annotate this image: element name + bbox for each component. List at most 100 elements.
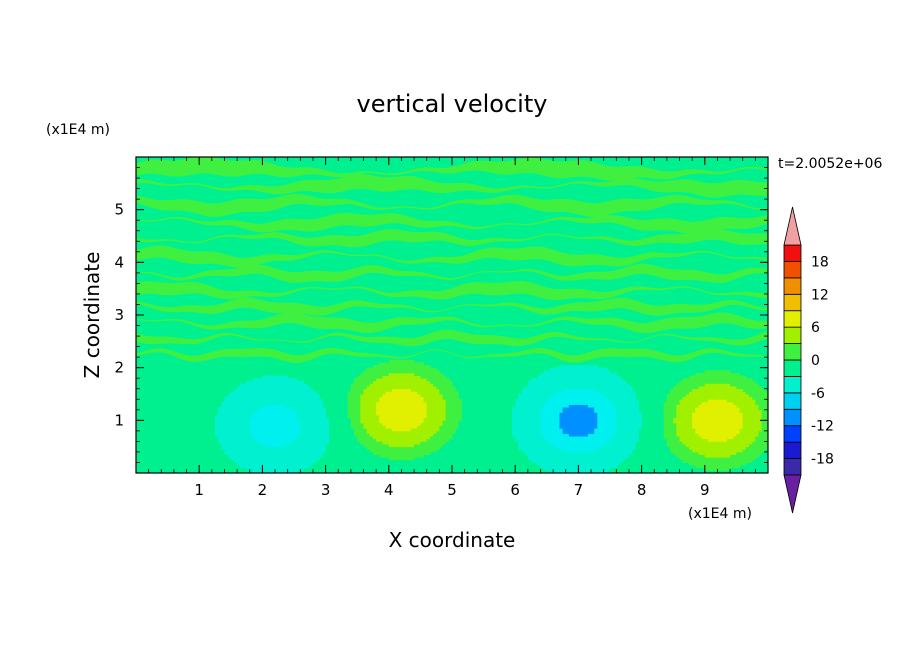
field-cell xyxy=(224,404,229,408)
field-cell xyxy=(271,404,276,408)
field-cell xyxy=(723,417,728,421)
field-cell xyxy=(306,457,311,461)
field-cell xyxy=(275,465,279,469)
field-cell xyxy=(628,446,633,450)
field-cell xyxy=(695,388,699,392)
field-cell xyxy=(616,388,620,392)
field-cell xyxy=(426,425,431,429)
field-cell xyxy=(268,465,273,469)
field-cell xyxy=(695,441,699,445)
field-cell xyxy=(452,422,456,426)
field-cell xyxy=(385,372,390,376)
field-cell xyxy=(531,399,535,403)
field-cell xyxy=(685,451,690,455)
field-cell xyxy=(610,396,614,400)
field-cell xyxy=(398,365,402,369)
field-cell xyxy=(287,412,292,416)
field-cell xyxy=(720,428,725,432)
field-cell xyxy=(704,428,709,432)
field-cell xyxy=(240,441,244,445)
field-cell xyxy=(436,417,440,421)
field-cell xyxy=(701,386,706,390)
field-cell xyxy=(704,386,709,390)
field-cell xyxy=(360,422,364,426)
field-cell xyxy=(625,449,630,453)
field-cell xyxy=(319,420,323,424)
field-cell xyxy=(597,422,601,426)
field-cell xyxy=(249,417,254,421)
field-cell xyxy=(512,433,516,437)
field-cell xyxy=(404,391,409,395)
field-cell xyxy=(742,441,747,445)
field-cell xyxy=(622,422,627,426)
field-cell xyxy=(531,428,535,432)
field-cell xyxy=(717,407,721,411)
field-cell xyxy=(692,462,696,466)
field-cell xyxy=(711,454,715,458)
field-cell xyxy=(600,459,605,463)
field-cell xyxy=(376,404,380,408)
field-cell xyxy=(414,391,418,395)
field-cell xyxy=(739,399,744,403)
field-cell xyxy=(723,412,728,416)
field-cell xyxy=(227,451,232,455)
field-cell xyxy=(610,457,614,461)
field-cell xyxy=(736,409,740,413)
field-cell xyxy=(591,462,595,466)
field-cell xyxy=(290,451,295,455)
field-cell xyxy=(600,399,605,403)
field-cell xyxy=(388,367,393,371)
field-cell xyxy=(635,417,639,421)
field-cell xyxy=(369,370,374,374)
field-cell xyxy=(575,404,579,408)
field-cell xyxy=(698,428,703,432)
field-cell xyxy=(259,412,263,416)
field-cell xyxy=(369,420,374,424)
field-cell xyxy=(262,449,266,453)
field-cell xyxy=(319,428,323,432)
field-cell xyxy=(237,412,241,416)
field-cell xyxy=(524,407,529,411)
field-cell xyxy=(227,449,232,453)
field-cell xyxy=(568,367,573,371)
field-cell xyxy=(549,394,554,398)
field-cell xyxy=(594,433,598,437)
field-cell xyxy=(395,446,399,450)
field-cell xyxy=(603,399,608,403)
field-cell xyxy=(515,428,519,432)
field-cell xyxy=(568,444,573,448)
field-cell xyxy=(442,415,447,419)
field-cell xyxy=(524,415,529,419)
field-cell xyxy=(698,396,703,400)
field-cell xyxy=(233,388,238,392)
field-cell xyxy=(388,383,393,387)
field-cell xyxy=(679,383,684,387)
field-cell xyxy=(587,370,592,374)
field-cell xyxy=(730,412,734,416)
field-cell xyxy=(704,417,709,421)
field-cell xyxy=(594,396,598,400)
field-cell xyxy=(385,451,390,455)
field-cell xyxy=(385,383,390,387)
field-cell xyxy=(723,380,728,384)
field-cell xyxy=(666,404,671,408)
field-cell xyxy=(635,422,639,426)
field-cell xyxy=(606,467,611,471)
field-cell xyxy=(613,383,617,387)
field-cell xyxy=(410,430,415,434)
field-cell xyxy=(600,462,605,466)
field-cell xyxy=(268,391,273,395)
field-cell xyxy=(717,375,721,379)
field-cell xyxy=(373,401,377,405)
field-cell xyxy=(366,378,371,382)
field-cell xyxy=(385,380,390,384)
field-cell xyxy=(357,407,361,411)
field-cell xyxy=(739,404,744,408)
field-cell xyxy=(319,409,323,413)
field-cell xyxy=(436,394,440,398)
field-cell xyxy=(407,391,412,395)
field-cell xyxy=(726,415,731,419)
field-cell xyxy=(350,409,355,413)
field-cell xyxy=(600,409,605,413)
field-cell xyxy=(382,454,387,458)
